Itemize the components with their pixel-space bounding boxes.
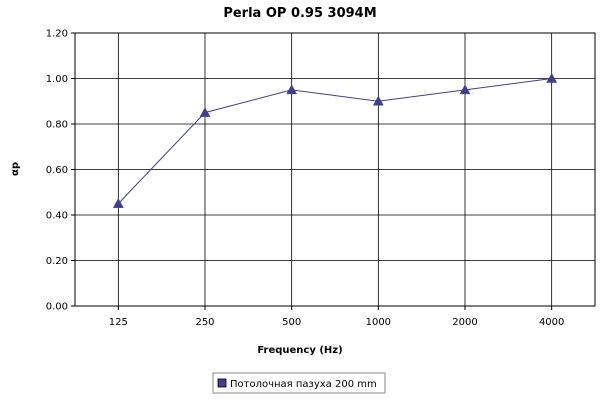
y-tick-label: 1.00: [46, 74, 68, 85]
x-tick-label: 1000: [366, 317, 391, 328]
legend: Потолочная пазуха 200 mm: [212, 372, 386, 394]
grid-lines: [75, 33, 595, 306]
data-point-marker: [459, 84, 471, 95]
y-axis-label: αp: [10, 162, 21, 176]
series: [112, 72, 558, 208]
series-line: [117, 78, 552, 204]
chart-title: Perla OP 0.95 3094M: [223, 6, 376, 21]
y-tick-label: 0.40: [46, 211, 68, 222]
axis-ticks: 0.00 0.20 0.40 0.60 0.80 1.00 1.20 125 250 500 100…: [46, 29, 565, 329]
data-point-marker: [112, 198, 124, 208]
legend-swatch: [217, 378, 227, 388]
x-tick-label: 4000: [539, 317, 564, 328]
legend-box: [212, 372, 386, 394]
legend-label: Потолочная пазуха 200 mm: [230, 379, 377, 390]
x-tick-label: 125: [109, 317, 128, 328]
data-point-marker: [286, 84, 298, 95]
y-tick-label: 0.20: [46, 256, 68, 267]
x-tick-label: 250: [195, 317, 214, 328]
y-tick-label: 0.80: [46, 120, 68, 131]
data-point-marker: [199, 107, 211, 117]
x-axis-label: Frequency (Hz): [257, 345, 342, 356]
y-tick-label: 0.60: [46, 165, 68, 176]
x-tick-label: 2000: [452, 317, 477, 328]
data-point-marker: [372, 95, 384, 106]
data-point-marker: [546, 72, 558, 83]
y-tick-label: 0.00: [46, 302, 68, 313]
x-tick-label: 500: [282, 317, 301, 328]
y-tick-label: 1.20: [46, 29, 68, 40]
